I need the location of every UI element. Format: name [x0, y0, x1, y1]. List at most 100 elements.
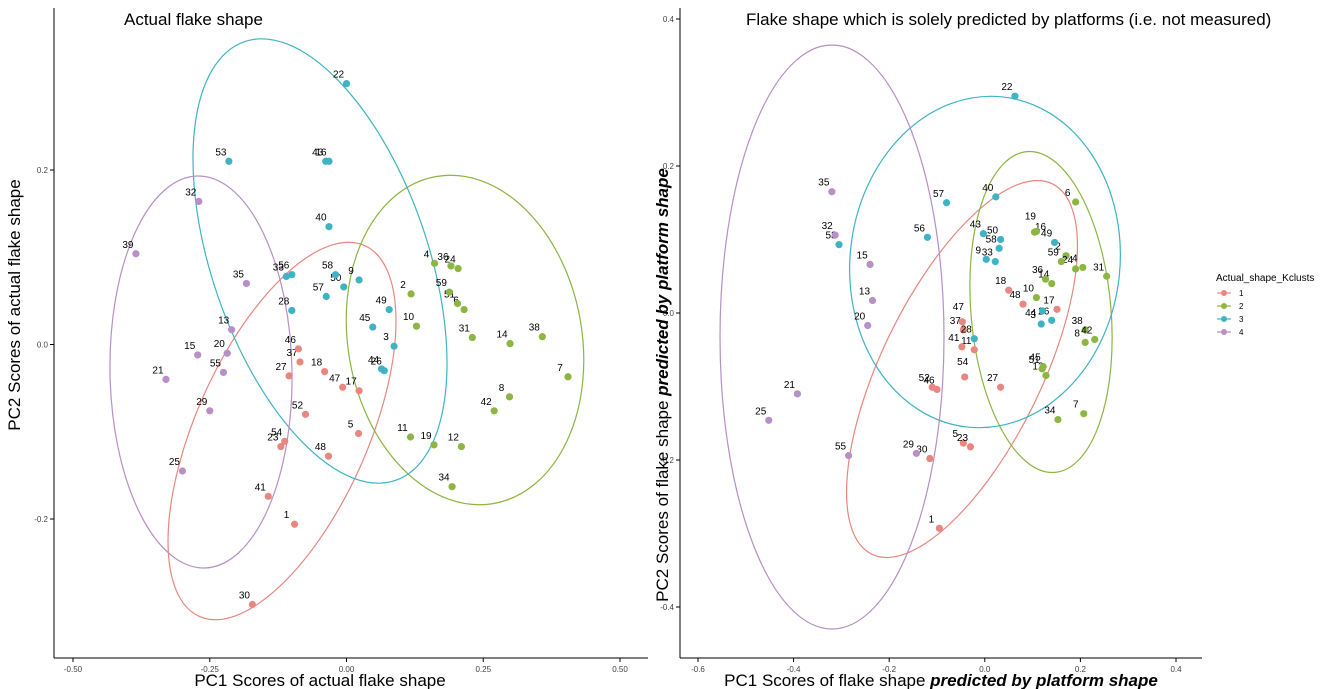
legend-swatch-dot	[1221, 329, 1227, 335]
point-label: 49	[376, 296, 388, 307]
x-tick-label: 0.2	[1075, 665, 1087, 674]
point-label: 5	[953, 429, 959, 440]
point-21	[162, 375, 170, 383]
x-tick-label: 0.0	[979, 665, 991, 674]
point-54	[281, 437, 289, 445]
point-label: 47	[329, 373, 341, 384]
point-label: 18	[995, 276, 1007, 287]
legend-swatch-dot	[1221, 316, 1227, 322]
x-tick-label: -0.50	[64, 665, 83, 674]
point-24	[1072, 265, 1080, 273]
point-label: 44	[368, 355, 380, 366]
point-label: 59	[1048, 248, 1060, 259]
point-12	[1042, 371, 1050, 380]
point-30	[926, 454, 934, 463]
point-label: 51	[1029, 355, 1041, 366]
point-label: 15	[184, 341, 196, 352]
point-53	[225, 157, 233, 165]
legend-item-label: 1	[1239, 289, 1244, 298]
point-40	[992, 193, 1000, 201]
point-49	[385, 306, 393, 314]
legend-item-label: 2	[1239, 302, 1244, 311]
point-46	[294, 345, 302, 353]
point-31	[468, 333, 476, 342]
point-57	[322, 292, 330, 301]
point-17	[355, 387, 363, 395]
y-tick-label: 0.0	[663, 309, 675, 318]
point-label: 34	[439, 473, 451, 484]
point-label: 54	[957, 357, 969, 368]
point-32	[195, 197, 203, 206]
cluster-4-ellipse	[109, 175, 293, 569]
point-45	[369, 323, 377, 331]
point-58	[331, 271, 340, 279]
point-7	[564, 373, 572, 381]
point-label: 26	[371, 357, 383, 368]
point-label: 34	[1044, 406, 1056, 417]
point-29	[912, 449, 921, 457]
point-label: 19	[420, 431, 432, 442]
point-label: 13	[859, 287, 871, 298]
point-50	[996, 235, 1005, 244]
point-22	[1011, 92, 1019, 100]
point-label: 41	[948, 333, 960, 344]
point-label: 24	[1062, 255, 1074, 266]
point-52	[301, 410, 310, 418]
legend: Actual_shape_Kclusts 1 2 3 4	[1216, 273, 1314, 337]
point-12	[457, 442, 465, 451]
point-label: 3	[1030, 310, 1036, 321]
point-label: 53	[215, 147, 227, 158]
point-42	[490, 407, 498, 415]
point-label: 14	[1038, 270, 1050, 281]
point-label: 38	[1072, 316, 1084, 327]
point-54	[961, 373, 969, 381]
point-label: 28	[278, 296, 290, 307]
point-label: 36	[437, 252, 449, 263]
point-label: 37	[286, 348, 298, 359]
point-label: 21	[784, 380, 796, 391]
point-label: 6	[1065, 188, 1071, 199]
point-label: 10	[1023, 284, 1035, 295]
point-label: 27	[276, 362, 288, 373]
point-8	[1081, 338, 1089, 346]
y-axis-label: PC2 Scores of flake shape predicted by p…	[653, 168, 672, 602]
point-4	[430, 259, 439, 267]
point-42	[1091, 335, 1099, 344]
point-label: 21	[152, 365, 164, 376]
point-30	[248, 600, 257, 609]
y-tick-label: 0.4	[663, 15, 675, 24]
point-15	[194, 351, 202, 359]
point-label: 25	[755, 406, 767, 417]
point-1	[290, 520, 299, 528]
point-22	[342, 80, 351, 88]
x-tick-label: 0.25	[475, 665, 491, 674]
point-label: 29	[196, 397, 208, 408]
point-34	[1054, 415, 1062, 424]
point-19	[1032, 227, 1041, 236]
point-2	[1062, 252, 1070, 260]
point-48	[324, 452, 333, 460]
legend-item-label: 3	[1239, 315, 1244, 324]
point-label: 58	[322, 261, 334, 272]
point-37	[959, 326, 967, 334]
point-label: 50	[330, 273, 342, 284]
point-40	[325, 223, 333, 231]
point-13	[868, 296, 877, 305]
point-label: 17	[1043, 295, 1055, 306]
cluster-3-ellipse	[849, 95, 1121, 429]
point-label: 40	[982, 183, 994, 194]
y-tick-label: -0.2	[34, 515, 48, 524]
point-label: 18	[311, 358, 323, 369]
x-tick-label: -0.25	[201, 665, 220, 674]
panel-right: -0.6 -0.4 -0.2 0.0 0.2 0.4 -0.4 -0.2 0.0 0.2 0.4 Fl…	[653, 8, 1271, 689]
point-label: 32	[822, 221, 834, 232]
point-47	[339, 383, 347, 391]
y-tick-label: 0.0	[37, 341, 49, 350]
point-label: 35	[818, 178, 830, 189]
point-label: 20	[214, 339, 226, 350]
point-25	[178, 467, 186, 475]
y-tick-label: -0.4	[660, 603, 674, 612]
point-57	[942, 199, 951, 207]
point-label: 32	[185, 187, 197, 198]
point-label: 28	[961, 325, 973, 336]
